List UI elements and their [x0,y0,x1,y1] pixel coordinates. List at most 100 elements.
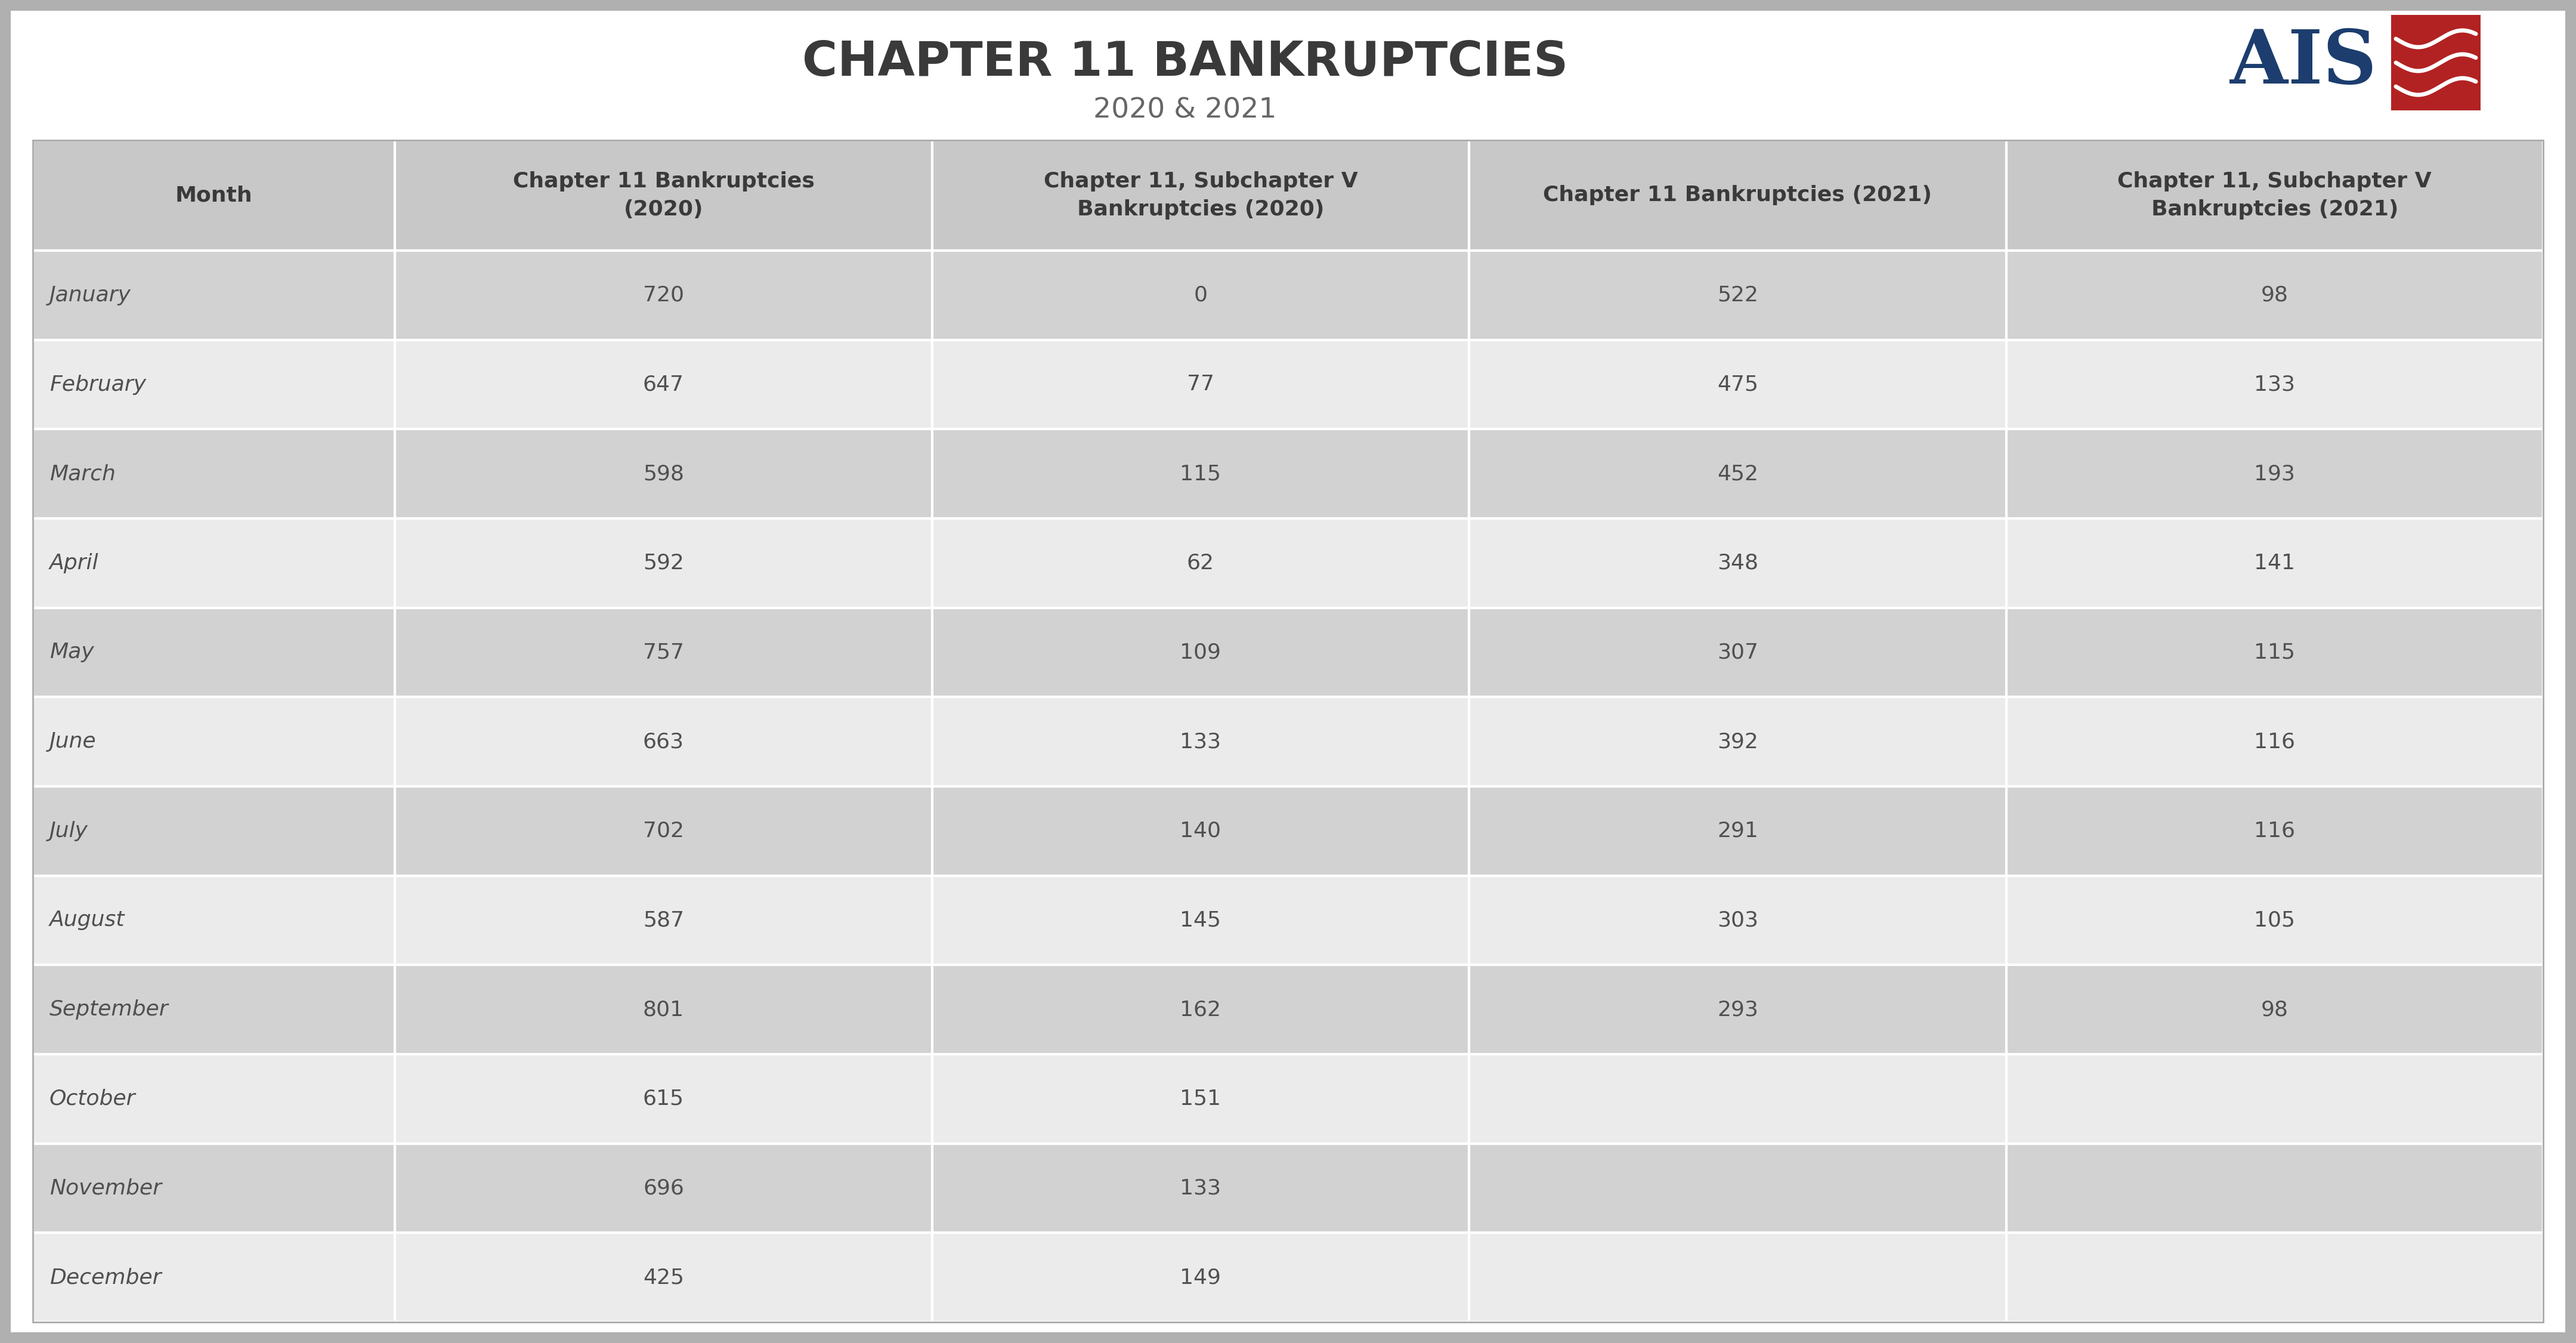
Bar [933,608,1468,697]
Bar [2007,140,2543,251]
Bar [2007,430,2543,518]
Text: CHAPTER 11 BANKRUPTCIES: CHAPTER 11 BANKRUPTCIES [801,39,1569,86]
Bar [394,1233,933,1322]
Bar [0,0,2576,11]
Text: 522: 522 [1718,285,1759,305]
Text: October: October [49,1089,137,1109]
Text: 98: 98 [2262,285,2287,305]
Bar [1468,251,2007,340]
Bar [394,608,933,697]
Bar [1468,964,2007,1054]
Bar [933,697,1468,787]
Text: 133: 133 [1180,732,1221,752]
Bar [394,1143,933,1233]
Text: 702: 702 [644,821,685,841]
Text: December: December [49,1268,162,1288]
Text: Chapter 11, Subchapter V
Bankruptcies (2021): Chapter 11, Subchapter V Bankruptcies (2… [2117,171,2432,220]
Bar [33,140,394,251]
Text: 425: 425 [644,1268,685,1288]
Text: 615: 615 [644,1089,685,1109]
Bar [933,1054,1468,1143]
Text: 141: 141 [2254,553,2295,573]
Text: 62: 62 [1188,553,1213,573]
Text: 757: 757 [644,642,685,662]
Text: 598: 598 [644,463,685,483]
Bar [33,518,394,608]
Bar [394,430,933,518]
Bar [1468,340,2007,430]
Bar [33,697,394,787]
Text: AIS: AIS [2231,27,2378,99]
Text: September: September [49,999,167,1019]
Text: January: January [49,285,131,305]
Bar [1468,697,2007,787]
Text: Chapter 11 Bankruptcies (2021): Chapter 11 Bankruptcies (2021) [1543,185,1932,205]
Text: February: February [49,375,147,395]
Bar [2566,0,2576,1343]
Bar [1468,1143,2007,1233]
Bar [933,518,1468,608]
Text: 109: 109 [1180,642,1221,662]
Text: 115: 115 [1180,463,1221,483]
Bar [2007,1143,2543,1233]
Text: 133: 133 [2254,375,2295,395]
Bar [33,608,394,697]
Text: 647: 647 [644,375,685,395]
Text: 587: 587 [644,911,685,931]
Text: Month: Month [175,185,252,205]
Text: 151: 151 [1180,1089,1221,1109]
Text: 193: 193 [2254,463,2295,483]
Text: Chapter 11 Bankruptcies
(2020): Chapter 11 Bankruptcies (2020) [513,171,814,220]
Bar [0,1332,2576,1343]
Text: August: August [49,911,124,931]
Text: 98: 98 [2262,999,2287,1019]
Text: 663: 663 [644,732,685,752]
Text: July: July [49,821,88,841]
Text: 592: 592 [644,553,685,573]
Bar [2007,608,2543,697]
Bar [933,340,1468,430]
Text: 293: 293 [1718,999,1759,1019]
Text: 392: 392 [1718,732,1759,752]
Bar [933,964,1468,1054]
Text: Chapter 11, Subchapter V
Bankruptcies (2020): Chapter 11, Subchapter V Bankruptcies (2… [1043,171,1358,220]
Bar [33,1233,394,1322]
Text: 115: 115 [2254,642,2295,662]
Bar [33,140,2543,1322]
Text: 116: 116 [2254,732,2295,752]
Bar [33,251,394,340]
Text: 452: 452 [1718,463,1759,483]
Bar [33,787,394,876]
Text: 696: 696 [644,1178,685,1198]
Text: 0: 0 [1193,285,1208,305]
Bar [933,1233,1468,1322]
Text: 291: 291 [1718,821,1759,841]
Bar [933,251,1468,340]
Text: 140: 140 [1180,821,1221,841]
Text: 348: 348 [1718,553,1759,573]
Text: March: March [49,463,116,483]
Text: 720: 720 [644,285,685,305]
Bar [1468,1054,2007,1143]
Text: 303: 303 [1718,911,1759,931]
Bar [394,697,933,787]
Bar [394,787,933,876]
Text: 116: 116 [2254,821,2295,841]
Bar [2007,964,2543,1054]
Bar [33,964,394,1054]
Text: 801: 801 [644,999,685,1019]
Bar [933,430,1468,518]
Bar [394,340,933,430]
Bar [33,1143,394,1233]
Text: 105: 105 [2254,911,2295,931]
Text: 162: 162 [1180,999,1221,1019]
Text: 77: 77 [1188,375,1213,395]
Bar [2007,251,2543,340]
Bar [1468,1233,2007,1322]
Bar [394,964,933,1054]
Text: 307: 307 [1718,642,1759,662]
Bar [933,787,1468,876]
Text: May: May [49,642,93,662]
Bar [2007,876,2543,964]
Text: 149: 149 [1180,1268,1221,1288]
